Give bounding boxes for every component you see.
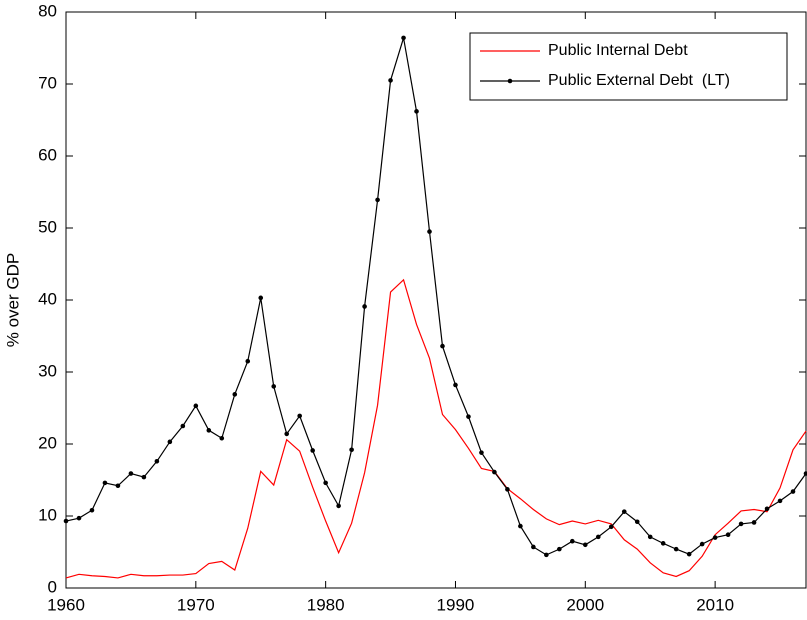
series-line (65, 37, 807, 556)
point (89, 507, 95, 513)
point (128, 471, 134, 476)
point (660, 541, 666, 546)
y-tick-label: 0 (48, 577, 57, 596)
x-tick-label: 1990 (437, 595, 475, 614)
point (582, 542, 588, 548)
point (531, 544, 536, 550)
point (180, 423, 186, 429)
point (647, 534, 653, 540)
point (271, 384, 277, 389)
point (803, 471, 807, 476)
point (414, 109, 419, 114)
point (336, 503, 341, 509)
x-tick-label: 2000 (566, 595, 604, 614)
point (634, 519, 640, 525)
point (544, 552, 549, 558)
x-tick-label: 1970 (177, 595, 215, 614)
point (154, 458, 160, 464)
point (479, 450, 484, 455)
x-tick-label: 1980 (307, 595, 345, 614)
point (595, 534, 601, 540)
y-tick-label: 60 (38, 145, 57, 164)
y-tick-label: 40 (38, 289, 57, 308)
point (699, 541, 705, 547)
point (621, 509, 627, 514)
point (388, 78, 393, 83)
point (206, 428, 212, 433)
point (323, 480, 328, 486)
point (777, 498, 783, 504)
point (115, 483, 121, 489)
y-axis-label: % over GDP (3, 253, 22, 347)
point (63, 518, 69, 524)
point (790, 489, 796, 494)
point (167, 439, 173, 445)
point (427, 229, 432, 234)
point (505, 487, 510, 492)
point (76, 515, 82, 521)
point (570, 538, 575, 544)
point (232, 392, 238, 397)
point (375, 197, 380, 203)
point (492, 469, 497, 475)
legend-label: Public External Debt (LT) (548, 72, 730, 89)
point (738, 521, 744, 527)
point (453, 382, 458, 388)
series-line (65, 278, 807, 579)
point (284, 431, 290, 437)
y-tick-label: 80 (38, 1, 57, 20)
point (362, 304, 367, 309)
legend-marker (507, 78, 513, 84)
point (673, 546, 679, 552)
point (712, 535, 718, 540)
point (258, 295, 264, 301)
x-tick-label: 2010 (696, 595, 734, 614)
point (725, 532, 731, 538)
point (557, 546, 562, 552)
point (349, 447, 354, 453)
y-tick-label: 30 (38, 361, 57, 380)
legend-box (469, 32, 788, 101)
y-tick-label: 10 (38, 505, 57, 524)
point (686, 551, 692, 557)
point (764, 506, 770, 512)
x-tick-label: 1960 (47, 595, 85, 614)
legend-label: Public Internal Debt (548, 42, 688, 59)
point (518, 523, 523, 529)
point (219, 435, 225, 441)
point (440, 343, 445, 349)
point (608, 524, 614, 530)
point (245, 358, 251, 364)
point (401, 35, 406, 41)
y-tick-label: 70 (38, 73, 57, 92)
y-tick-label: 20 (38, 433, 57, 452)
point (466, 414, 471, 419)
point (102, 480, 108, 486)
point (310, 448, 315, 453)
point (141, 474, 147, 480)
legend: Public Internal Debt Public External Debt… (469, 32, 788, 101)
y-tick-label: 50 (38, 217, 57, 236)
point (751, 520, 757, 525)
point (193, 403, 199, 409)
point (297, 413, 302, 419)
